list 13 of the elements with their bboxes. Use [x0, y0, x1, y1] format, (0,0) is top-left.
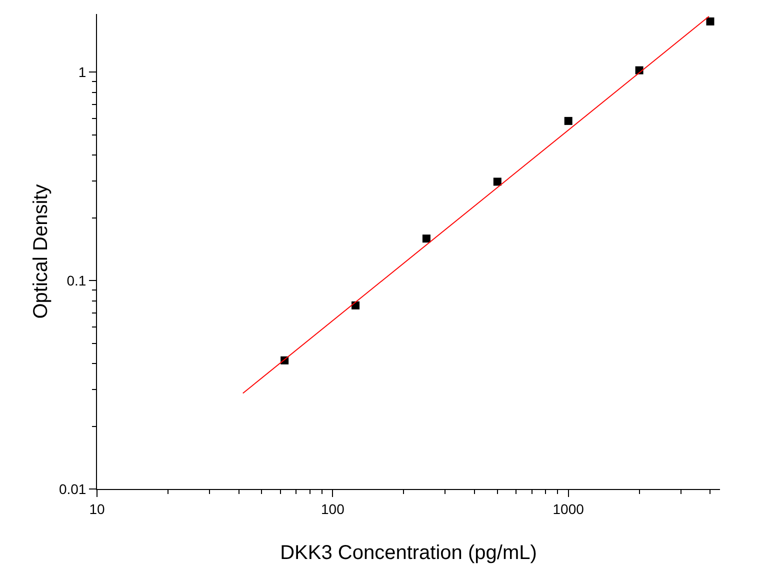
point [564, 116, 572, 125]
y-axis-title: Optical Density [30, 184, 52, 319]
x-tick-label: 10 [89, 500, 105, 517]
x-axis-title: DKK3 Concentration (pg/mL) [280, 542, 537, 564]
point [422, 234, 430, 243]
y-tick-label: 0.1 [66, 272, 86, 288]
point [493, 178, 502, 186]
point [706, 17, 714, 26]
point [352, 301, 360, 310]
y-tick-label: 1 [78, 64, 86, 80]
x-tick-label: 100 [321, 500, 345, 517]
y-tick-label: 0.01 [58, 480, 86, 497]
x-tick-label: 1000 [552, 500, 584, 517]
